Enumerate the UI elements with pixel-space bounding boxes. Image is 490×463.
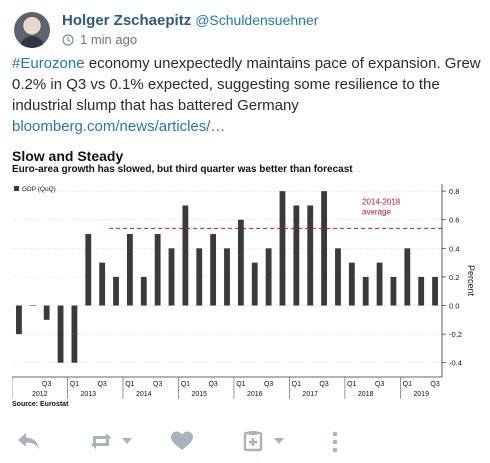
y-tick-label: 0.4 <box>449 244 459 253</box>
bar <box>348 262 355 306</box>
bar <box>279 191 286 306</box>
avatar[interactable] <box>14 12 50 48</box>
x-quarter-label: Q1 <box>403 381 412 388</box>
x-quarter-label: Q3 <box>42 381 51 388</box>
chart-image[interactable]: Slow and Steady Euro-area growth has slo… <box>12 147 478 413</box>
legend-swatch <box>14 186 19 191</box>
bar <box>376 262 383 306</box>
legend-label: GDP (QoQ) <box>22 186 56 193</box>
bar <box>99 262 106 306</box>
y-tick-label: 0.0 <box>449 302 459 311</box>
bar <box>224 248 230 306</box>
x-year-label: 2017 <box>302 391 318 398</box>
bar <box>210 234 217 306</box>
bar <box>418 276 425 306</box>
author-handle[interactable]: @Schuldensuehner <box>195 12 319 28</box>
bar <box>16 305 22 335</box>
timestamp-row: 1 min ago <box>62 32 137 47</box>
bar <box>57 305 64 363</box>
bar <box>29 305 36 307</box>
bar <box>182 205 189 306</box>
x-quarter-label: Q3 <box>264 381 273 388</box>
bar <box>293 205 300 306</box>
x-quarter-label: Q1 <box>70 381 79 388</box>
bar <box>335 248 341 306</box>
author-name-text[interactable]: Holger Zschaepitz <box>62 12 192 29</box>
x-quarter-label: Q3 <box>319 381 328 388</box>
tweet-text: #Eurozone economy unexpectedly maintains… <box>12 53 482 137</box>
x-quarter-label: Q3 <box>97 381 106 388</box>
x-year-label: 2012 <box>32 391 48 398</box>
bar <box>168 248 175 306</box>
bar <box>237 219 244 306</box>
bar <box>251 262 258 306</box>
x-year-label: 2013 <box>81 391 97 398</box>
bar <box>265 248 272 306</box>
article-link[interactable]: bloomberg.com/news/articles/… <box>12 118 226 135</box>
reference-label: average <box>362 207 391 216</box>
tweet-body: economy unexpectedly maintains pace of e… <box>12 55 481 114</box>
chart-subtitle: Euro-area growth has slowed, but third q… <box>12 164 353 175</box>
x-quarter-label: Q3 <box>208 381 217 388</box>
x-quarter-label: Q1 <box>236 381 245 388</box>
y-tick-label: -0.4 <box>449 359 462 368</box>
clock-icon <box>62 33 74 46</box>
y-tick-label: 0.6 <box>449 216 459 225</box>
x-quarter-label: Q3 <box>430 381 439 388</box>
x-quarter-label: Q3 <box>153 381 162 388</box>
bar <box>113 276 119 306</box>
x-year-label: 2016 <box>247 391 263 398</box>
y-tick-label: -0.2 <box>449 330 462 339</box>
add-to-list-icon[interactable] <box>242 430 266 452</box>
bar <box>432 276 438 306</box>
x-quarter-label: Q1 <box>125 381 134 388</box>
author-name[interactable]: Holger Zschaepitz @Schuldensuehner <box>62 12 318 29</box>
x-quarter-label: Q3 <box>375 381 384 388</box>
x-year-label: 2018 <box>358 391 374 398</box>
bar <box>390 276 397 306</box>
x-quarter-label: Q1 <box>181 381 190 388</box>
x-year-label: 2015 <box>191 391 207 398</box>
x-quarter-label: Q1 <box>347 381 356 388</box>
x-quarter-label: Q1 <box>292 381 301 388</box>
chart-source: Source: Eurostat <box>12 401 69 408</box>
bar <box>140 276 147 306</box>
bar <box>362 276 369 306</box>
reference-label: 2014-2018 <box>362 197 401 206</box>
gdp-bar-chart: -0.4 -0.2 0.0 0.2 0.4 0.6 0.8 Percent GDP (QoQ) 2… <box>12 184 476 399</box>
y-axis-label: Percent <box>466 265 476 297</box>
more-options-icon[interactable] <box>330 430 340 454</box>
reply-icon[interactable] <box>16 430 42 452</box>
bar <box>71 305 78 363</box>
retweet-icon[interactable] <box>88 430 114 452</box>
x-year-label: 2014 <box>136 391 152 398</box>
bar <box>307 205 314 306</box>
y-tick-label: 0.2 <box>449 273 459 282</box>
y-tick-label: 0.8 <box>449 187 459 196</box>
heart-icon[interactable] <box>170 430 194 452</box>
bar <box>321 191 328 306</box>
tweet-header: Holger Zschaepitz @Schuldensuehner 1 min … <box>14 10 480 50</box>
add-menu-chevron-icon[interactable] <box>272 430 286 452</box>
bar <box>154 234 161 306</box>
bar <box>126 234 133 306</box>
bar <box>404 248 411 306</box>
hashtag-link[interactable]: #Eurozone <box>12 55 85 72</box>
x-year-label: 2019 <box>413 391 429 398</box>
bar <box>43 305 50 320</box>
bar <box>196 248 203 306</box>
timestamp[interactable]: 1 min ago <box>80 32 138 47</box>
chart-title: Slow and Steady <box>12 148 124 164</box>
bar <box>85 234 92 306</box>
tweet-actions <box>16 428 486 456</box>
retweet-menu-chevron-icon[interactable] <box>120 430 134 452</box>
